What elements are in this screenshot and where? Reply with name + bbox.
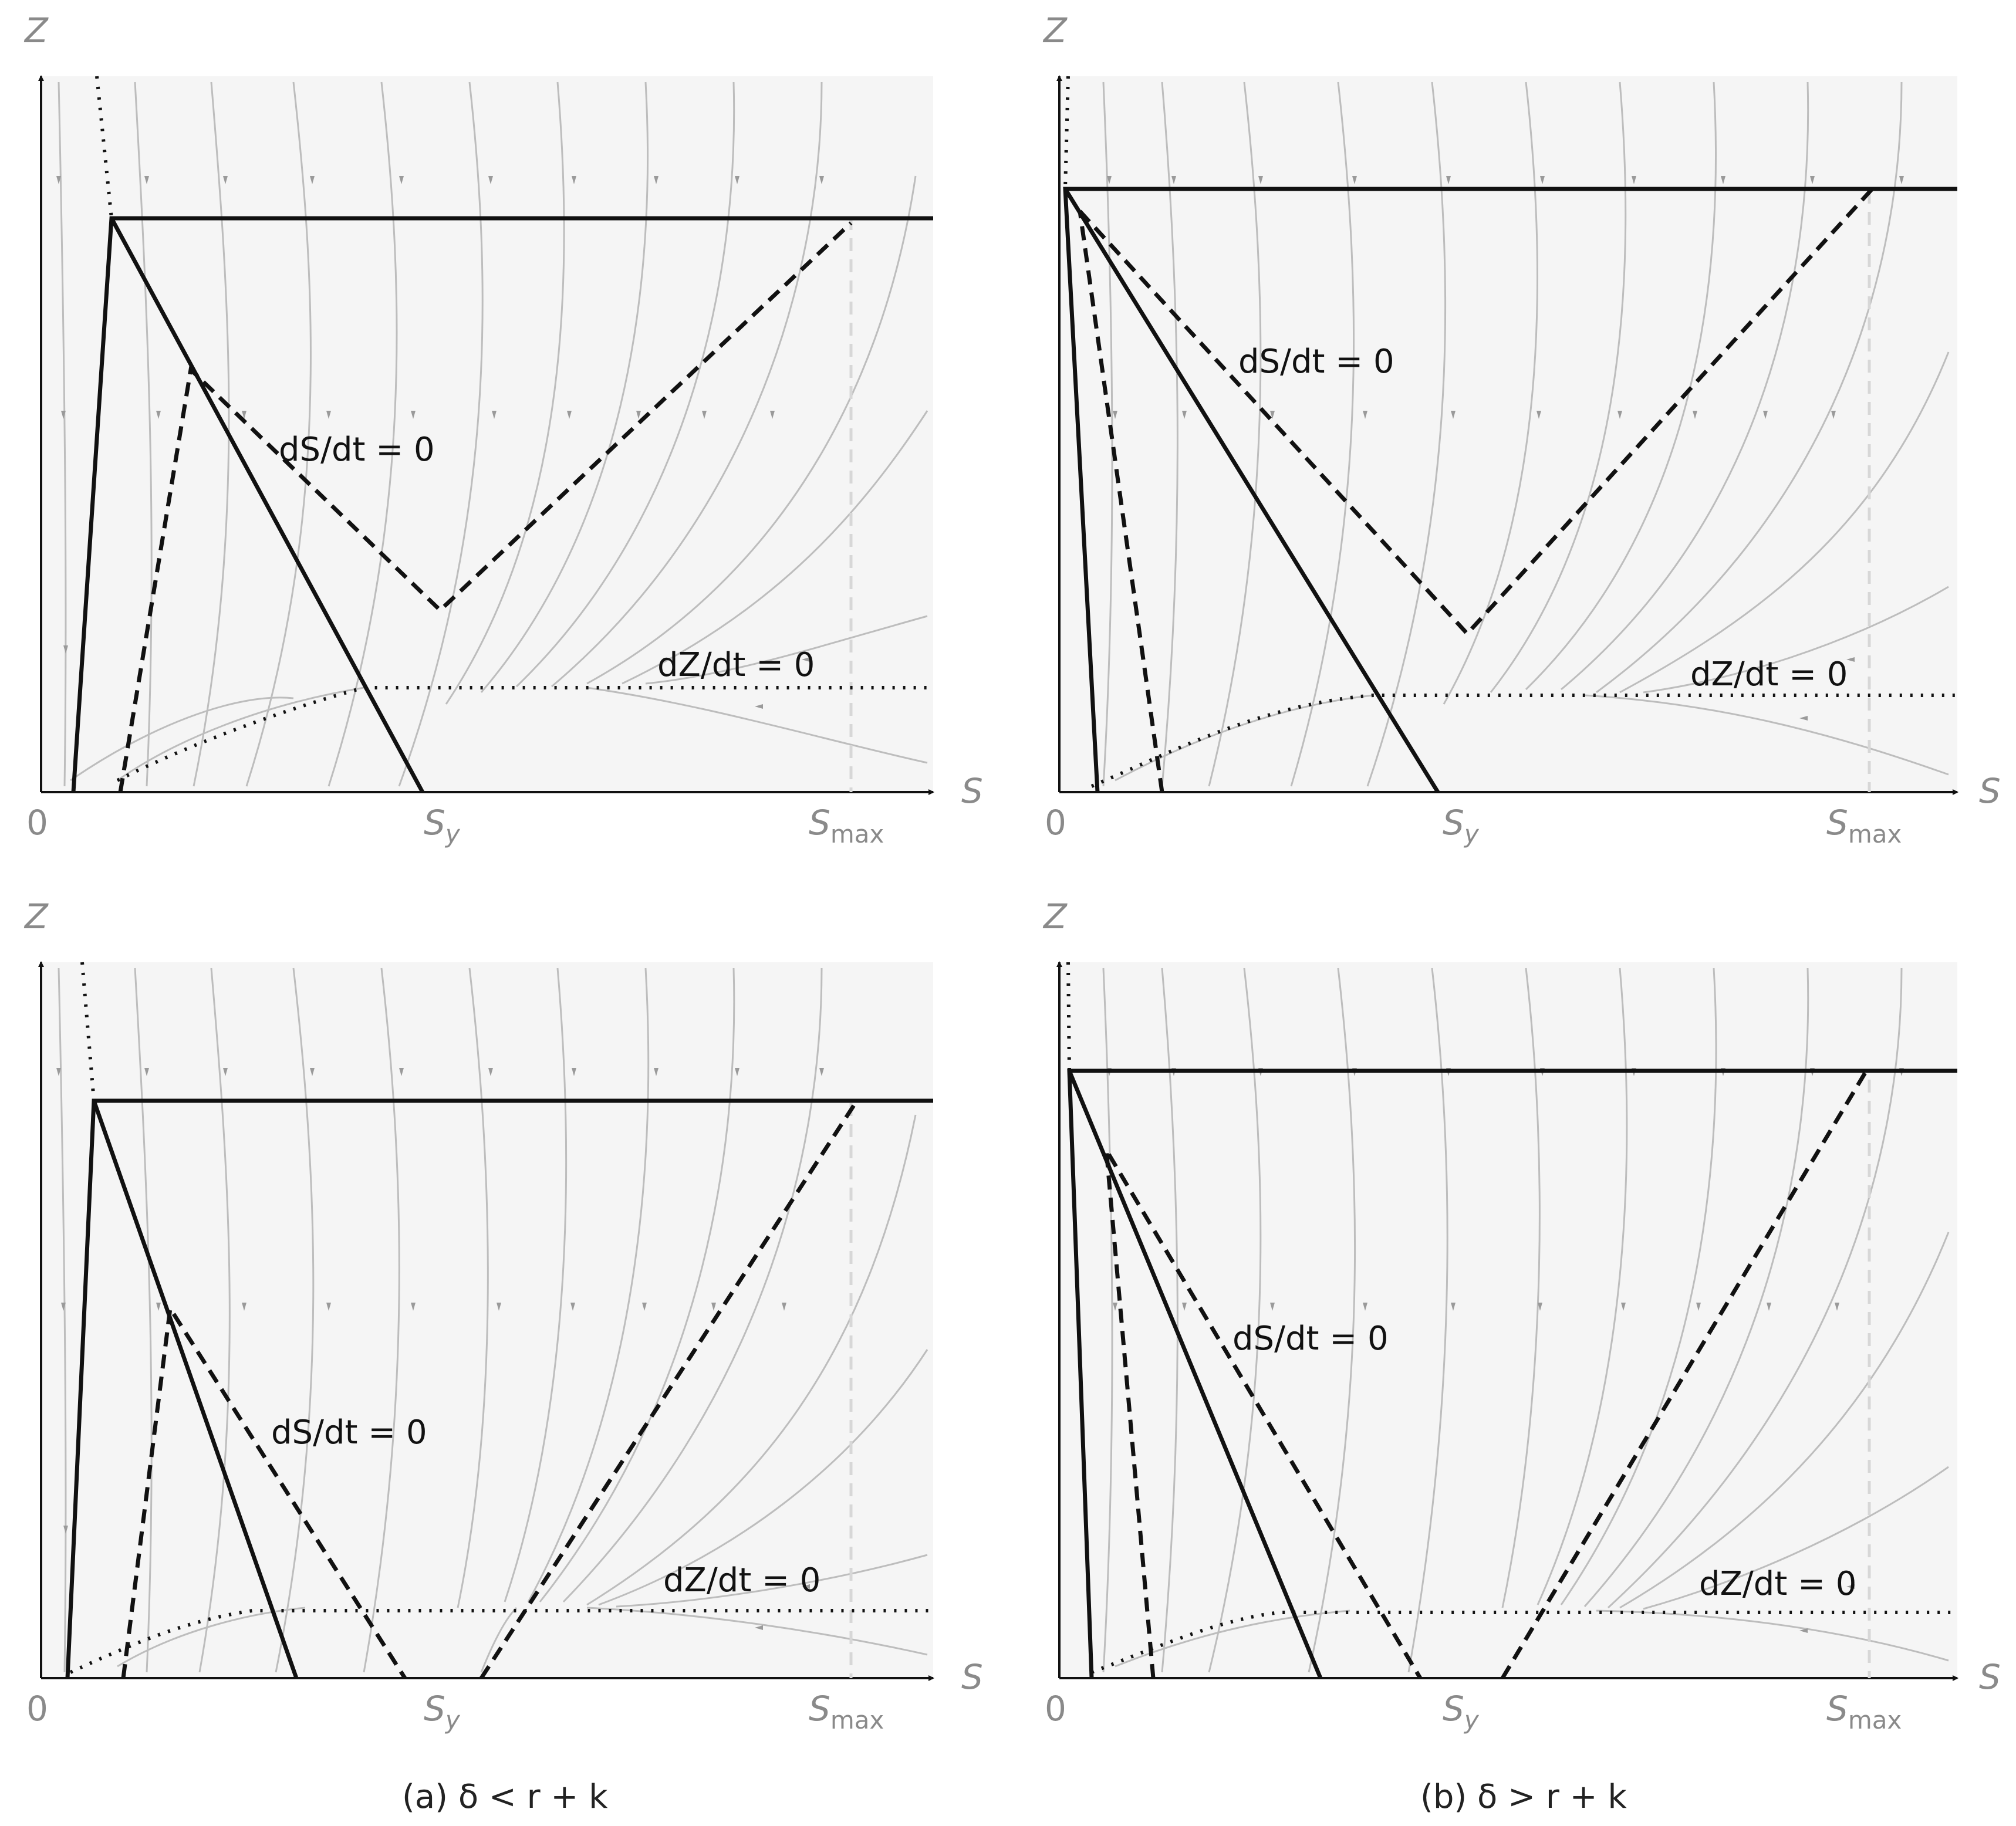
panel-a-top bbox=[38, 75, 934, 795]
panel-a-bottom bbox=[38, 961, 934, 1681]
s-axis-label: S bbox=[1979, 1657, 2001, 1697]
ds-dt-label: dS/dt = 0 bbox=[279, 431, 435, 469]
panel-b-bottom bbox=[1056, 961, 1958, 1681]
shaded-region bbox=[41, 76, 933, 792]
sy-label: Sy bbox=[1443, 1689, 1480, 1734]
sy-label: Sy bbox=[1443, 803, 1480, 848]
sy-sub: y bbox=[444, 820, 461, 848]
z-axis-label: Z bbox=[23, 897, 49, 936]
dotted-curves bbox=[1063, 76, 1957, 788]
solid-curves bbox=[1063, 187, 1957, 793]
dashed-curves bbox=[1078, 187, 1874, 793]
smax-sub: max bbox=[1848, 1706, 1902, 1734]
sy-sub: y bbox=[444, 1706, 461, 1734]
dotted-curves bbox=[69, 962, 933, 1674]
streamlines bbox=[58, 82, 928, 787]
smax-letter: S bbox=[1826, 803, 1848, 843]
sy-label: Sy bbox=[424, 803, 461, 848]
stream-arrows bbox=[56, 1068, 824, 1630]
origin-label: 0 bbox=[1045, 1689, 1066, 1729]
origin-label: 0 bbox=[1045, 803, 1066, 843]
smax-letter: S bbox=[809, 803, 830, 843]
dz-dt-label: dZ/dt = 0 bbox=[1690, 655, 1848, 694]
sy-sub: y bbox=[1463, 1706, 1480, 1734]
smax-label: Smax bbox=[1826, 1689, 1902, 1734]
panel-b-top bbox=[1056, 75, 1958, 795]
smax-sub: max bbox=[830, 820, 884, 848]
ds-dt-label: dS/dt = 0 bbox=[1232, 1320, 1389, 1358]
smax-letter: S bbox=[1826, 1689, 1848, 1729]
stream-arrows bbox=[1107, 176, 1904, 721]
streamlines bbox=[58, 968, 928, 1673]
caption-b: (b) δ > r + k bbox=[1420, 1778, 1627, 1816]
dotted-curves bbox=[1066, 962, 1957, 1674]
sy-letter: S bbox=[1443, 803, 1464, 843]
shaded-region bbox=[1059, 962, 1957, 1678]
smax-sub: max bbox=[830, 1706, 884, 1734]
sy-letter: S bbox=[424, 803, 445, 843]
smax-label: Smax bbox=[1826, 803, 1902, 848]
dz-dt-label: dZ/dt = 0 bbox=[1699, 1565, 1856, 1603]
streamlines bbox=[1102, 82, 1950, 787]
dashed-curves bbox=[1104, 1070, 1869, 1679]
ds-dt-label: dS/dt = 0 bbox=[271, 1414, 427, 1452]
s-axis-label: S bbox=[961, 771, 983, 811]
z-axis-label: Z bbox=[1042, 897, 1068, 936]
streamlines bbox=[1102, 968, 1950, 1673]
caption-a: (a) δ < r + k bbox=[402, 1778, 608, 1816]
smax-label: Smax bbox=[809, 803, 884, 848]
sy-letter: S bbox=[424, 1689, 445, 1729]
origin-label: 0 bbox=[26, 1689, 48, 1729]
s-axis-label: S bbox=[961, 1657, 983, 1697]
sy-sub: y bbox=[1463, 820, 1480, 848]
smax-sub: max bbox=[1848, 820, 1902, 848]
s-axis-label: S bbox=[1979, 771, 2001, 811]
sy-letter: S bbox=[1443, 1689, 1464, 1729]
sy-label: Sy bbox=[424, 1689, 461, 1734]
dz-dt-label: dZ/dt = 0 bbox=[657, 646, 815, 684]
ds-dt-label: dS/dt = 0 bbox=[1238, 343, 1394, 381]
z-axis-label: Z bbox=[23, 11, 49, 50]
smax-letter: S bbox=[809, 1689, 830, 1729]
z-axis-label: Z bbox=[1042, 11, 1068, 50]
dz-dt-label: dZ/dt = 0 bbox=[663, 1561, 820, 1600]
origin-label: 0 bbox=[26, 803, 48, 843]
dashed-curves bbox=[121, 1100, 859, 1679]
solid-curves bbox=[1067, 1068, 1957, 1679]
stream-arrows bbox=[56, 176, 824, 709]
smax-label: Smax bbox=[809, 1689, 884, 1734]
dashed-curves bbox=[118, 221, 853, 793]
solid-curves bbox=[71, 216, 933, 793]
shaded-region bbox=[1059, 76, 1957, 792]
